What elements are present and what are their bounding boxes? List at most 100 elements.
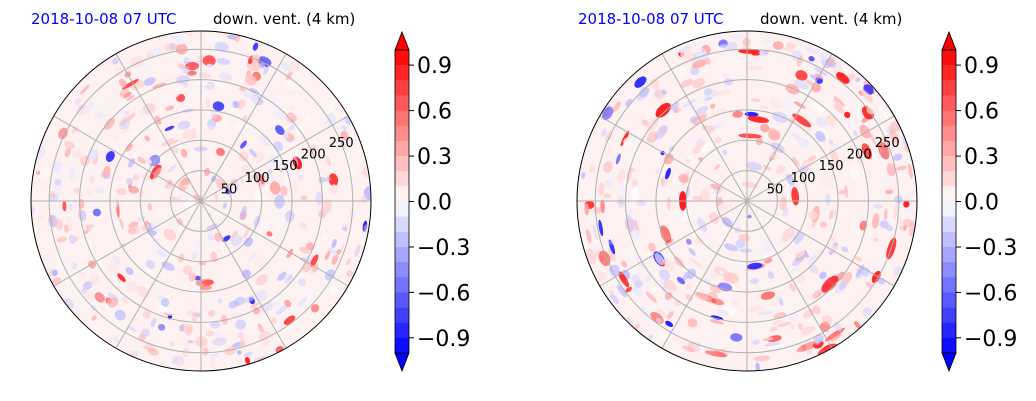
- speckle: [79, 271, 86, 278]
- colorbar-segment: [395, 171, 409, 187]
- colorbar-segment: [395, 50, 409, 66]
- speckle: [750, 98, 761, 103]
- colorbar-segment: [395, 95, 409, 111]
- speckle: [663, 279, 677, 292]
- speckle: [889, 121, 901, 132]
- speckle: [187, 70, 197, 76]
- speckle: [240, 206, 247, 220]
- speckle: [283, 221, 289, 232]
- speckle: [608, 247, 616, 262]
- speckle: [142, 309, 151, 319]
- speckle: [655, 125, 668, 140]
- speckle: [267, 168, 272, 175]
- speckle: [287, 132, 294, 140]
- speckle: [719, 270, 724, 275]
- speckle: [286, 86, 297, 96]
- speckle: [710, 183, 721, 191]
- speckle: [825, 193, 831, 206]
- speckle: [679, 78, 694, 88]
- speckle: [299, 222, 308, 229]
- speckle: [608, 289, 614, 295]
- speckle: [677, 45, 692, 54]
- speckle: [277, 271, 287, 282]
- speckle: [92, 208, 101, 217]
- speckle: [180, 148, 188, 158]
- colorbar-extend-max: [941, 30, 957, 51]
- speckle: [638, 305, 649, 316]
- speckle: [362, 220, 368, 232]
- speckle: [210, 358, 215, 368]
- speckle: [145, 158, 152, 164]
- speckle: [903, 225, 907, 231]
- title-variable: down. vent. (4 km): [213, 10, 355, 28]
- colorbar-tick-label: 0.6: [964, 100, 999, 125]
- speckle: [757, 311, 773, 316]
- speckle: [329, 285, 339, 295]
- speckle: [721, 216, 733, 228]
- speckle: [153, 167, 164, 180]
- speckle: [54, 179, 62, 186]
- colorbar-extend-min: [394, 352, 410, 373]
- colorbar-segment: [942, 322, 956, 339]
- speckle: [242, 228, 250, 239]
- speckle: [744, 111, 759, 117]
- speckle: [271, 317, 277, 324]
- speckle: [143, 77, 156, 86]
- speckle: [300, 195, 308, 201]
- speckle: [830, 334, 842, 342]
- speckle: [119, 88, 130, 98]
- speckle: [86, 190, 94, 196]
- speckle: [125, 267, 134, 276]
- radial-tick-label: 50: [767, 182, 784, 197]
- speckle: [703, 87, 713, 96]
- speckle: [893, 204, 898, 220]
- speckle: [297, 174, 304, 182]
- speckle: [214, 41, 229, 52]
- speckle: [625, 215, 635, 232]
- speckle: [821, 275, 839, 293]
- speckle: [208, 310, 216, 317]
- speckle: [645, 73, 652, 79]
- speckle: [819, 271, 827, 280]
- speckle: [147, 347, 159, 356]
- speckle: [107, 57, 115, 66]
- speckle: [666, 196, 671, 211]
- speckle: [754, 255, 770, 262]
- speckle: [632, 285, 643, 297]
- speckle: [212, 337, 227, 346]
- grid-spoke: [746, 53, 833, 202]
- grid-spoke: [200, 200, 287, 349]
- grid-spoke: [661, 200, 748, 349]
- speckle: [847, 73, 856, 82]
- speckle: [234, 33, 240, 42]
- speckle: [202, 125, 217, 129]
- speckle: [125, 135, 134, 145]
- speckle: [248, 148, 257, 158]
- speckle: [634, 323, 640, 330]
- speckle: [322, 233, 329, 242]
- speckle: [340, 120, 349, 133]
- speckle: [96, 298, 107, 309]
- speckle: [775, 165, 786, 175]
- speckle: [860, 267, 871, 277]
- speckle: [104, 264, 111, 273]
- speckle: [173, 357, 178, 364]
- speckle: [260, 220, 271, 230]
- colorbar-segment: [942, 246, 956, 263]
- speckle: [730, 365, 740, 371]
- speckle: [105, 151, 115, 162]
- speckle: [631, 274, 640, 283]
- speckle: [747, 262, 763, 270]
- speckle: [882, 173, 892, 185]
- speckle: [341, 125, 347, 132]
- speckle: [205, 321, 210, 329]
- speckle: [201, 279, 214, 285]
- speckle: [326, 156, 332, 168]
- speckle: [158, 272, 168, 279]
- speckle: [53, 206, 61, 217]
- speckle: [322, 199, 332, 214]
- speckle: [298, 296, 308, 307]
- radial-tick-label: 150: [819, 159, 844, 174]
- speckle: [685, 294, 694, 301]
- speckle: [762, 337, 774, 341]
